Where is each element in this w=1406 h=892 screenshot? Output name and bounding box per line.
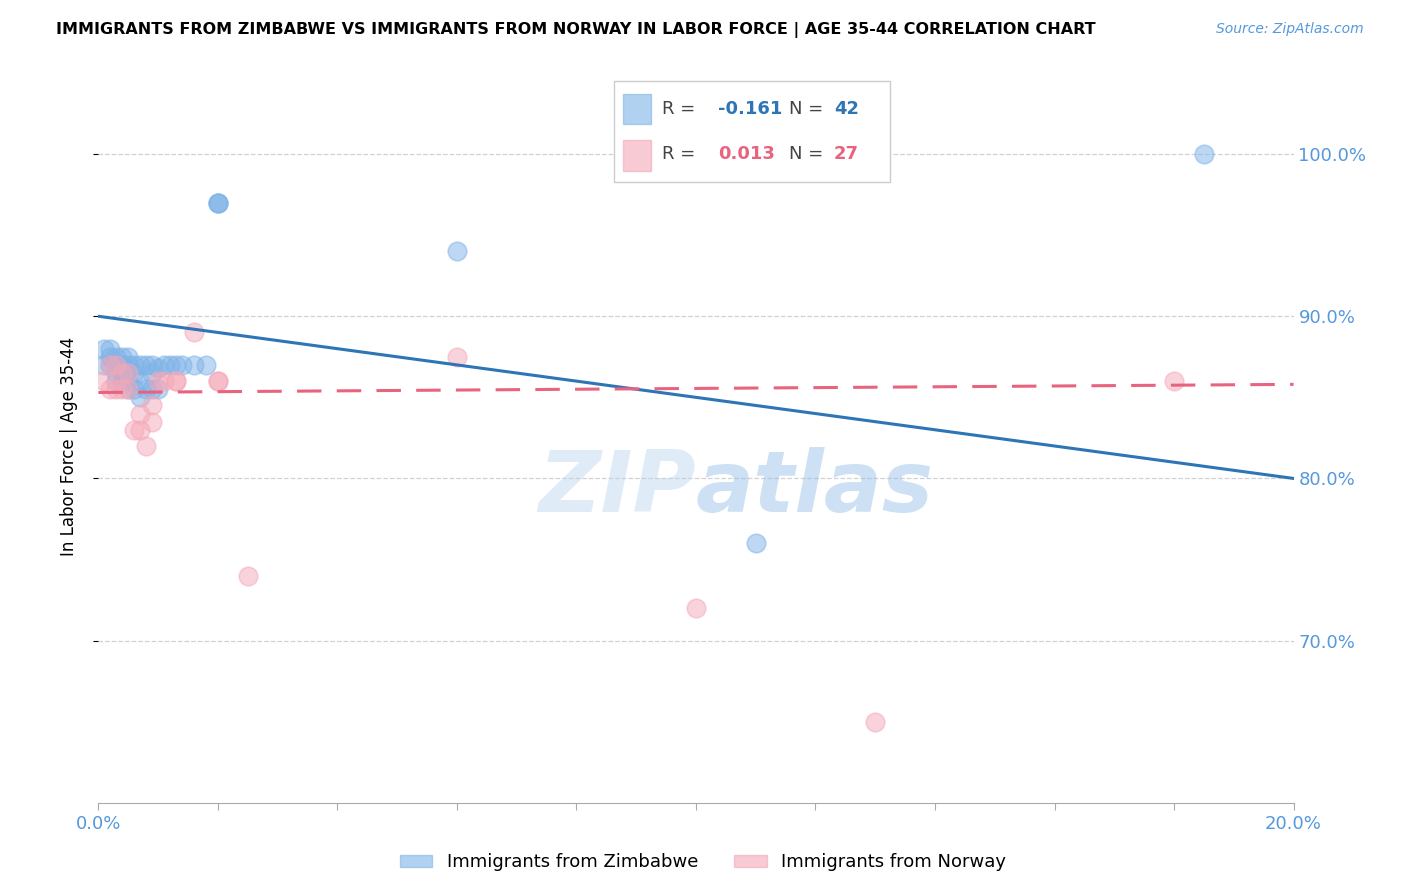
Point	[129, 390, 152, 404]
Point	[117, 382, 139, 396]
Point	[135, 358, 157, 372]
Point	[153, 374, 176, 388]
FancyBboxPatch shape	[623, 140, 651, 170]
Point	[111, 350, 134, 364]
Point	[207, 195, 229, 210]
Point	[165, 374, 187, 388]
Point	[207, 195, 229, 210]
Point	[165, 374, 187, 388]
Point	[111, 366, 134, 380]
Text: IMMIGRANTS FROM ZIMBABWE VS IMMIGRANTS FROM NORWAY IN LABOR FORCE | AGE 35-44 CO: IMMIGRANTS FROM ZIMBABWE VS IMMIGRANTS F…	[56, 22, 1095, 38]
Text: 0.013: 0.013	[718, 145, 775, 163]
Point	[117, 374, 139, 388]
Point	[124, 382, 146, 396]
Point	[100, 350, 122, 364]
Point	[105, 358, 128, 372]
Point	[141, 415, 163, 429]
Point	[148, 361, 170, 376]
Point	[105, 366, 128, 380]
Point	[141, 366, 163, 380]
Point	[111, 374, 134, 388]
Point	[183, 358, 205, 372]
Point	[148, 374, 170, 388]
FancyBboxPatch shape	[623, 94, 651, 124]
Point	[207, 195, 229, 210]
Point	[100, 358, 122, 372]
Text: ZIP: ZIP	[538, 447, 696, 531]
Point	[129, 423, 152, 437]
Point	[124, 358, 146, 372]
Text: N =: N =	[789, 145, 828, 163]
Point	[685, 601, 707, 615]
Point	[148, 382, 170, 396]
Point	[141, 399, 163, 413]
Point	[129, 407, 152, 421]
Point	[105, 358, 128, 372]
Point	[172, 358, 194, 372]
Point	[159, 358, 181, 372]
Point	[236, 568, 259, 582]
Point	[105, 350, 128, 364]
Point	[165, 358, 187, 372]
Text: 42: 42	[834, 100, 859, 118]
Point	[100, 382, 122, 396]
Point	[135, 439, 157, 453]
Y-axis label: In Labor Force | Age 35-44: In Labor Force | Age 35-44	[59, 336, 77, 556]
Point	[124, 423, 146, 437]
Point	[111, 382, 134, 396]
Point	[117, 350, 139, 364]
Point	[1192, 147, 1215, 161]
Point	[195, 358, 218, 372]
Point	[111, 366, 134, 380]
Point	[117, 382, 139, 396]
Point	[141, 382, 163, 396]
Point	[153, 358, 176, 372]
Text: 27: 27	[834, 145, 859, 163]
Point	[865, 714, 887, 729]
Point	[446, 350, 468, 364]
Point	[745, 536, 768, 550]
Point	[100, 342, 122, 356]
Text: Source: ZipAtlas.com: Source: ZipAtlas.com	[1216, 22, 1364, 37]
Text: -0.161: -0.161	[718, 100, 783, 118]
Point	[100, 358, 122, 372]
Point	[183, 326, 205, 340]
Text: N =: N =	[789, 100, 828, 118]
Point	[93, 342, 115, 356]
Point	[207, 374, 229, 388]
Point	[1163, 374, 1185, 388]
Point	[105, 374, 128, 388]
Point	[93, 358, 115, 372]
Point	[111, 358, 134, 372]
Text: R =: R =	[662, 100, 702, 118]
Point	[105, 382, 128, 396]
Point	[93, 374, 115, 388]
Legend: Immigrants from Zimbabwe, Immigrants from Norway: Immigrants from Zimbabwe, Immigrants fro…	[392, 847, 1014, 879]
Text: R =: R =	[662, 145, 702, 163]
Text: atlas: atlas	[696, 447, 934, 531]
FancyBboxPatch shape	[614, 81, 890, 182]
Point	[135, 382, 157, 396]
Point	[207, 374, 229, 388]
Point	[446, 244, 468, 259]
Point	[141, 358, 163, 372]
Point	[117, 358, 139, 372]
Point	[117, 366, 139, 380]
Point	[129, 358, 152, 372]
Point	[129, 374, 152, 388]
Point	[124, 366, 146, 380]
